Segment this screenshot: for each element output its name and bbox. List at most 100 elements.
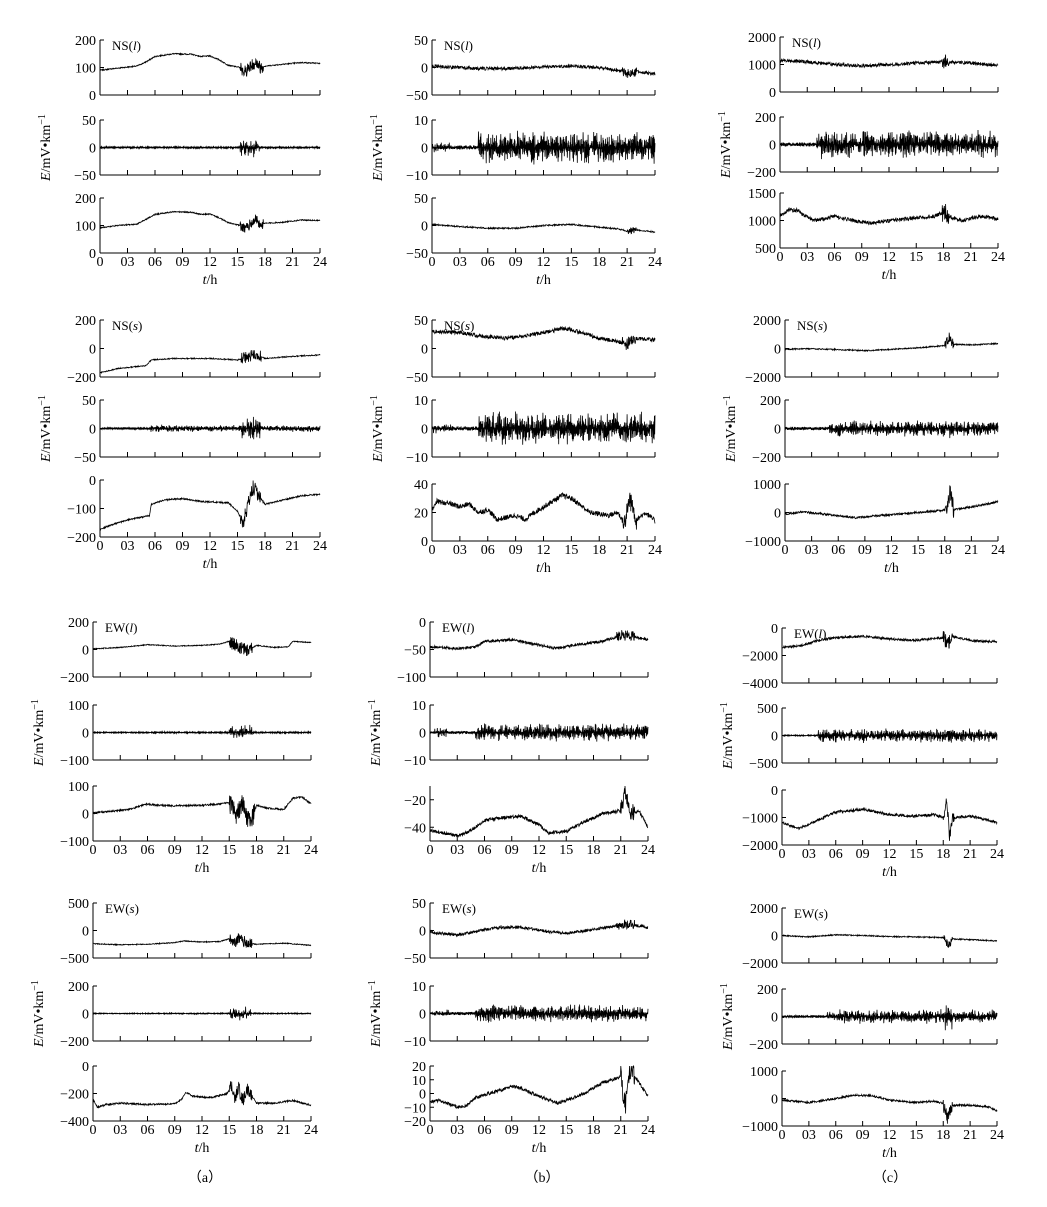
y-tick-label: 0 [89, 474, 96, 489]
y-tick-label: −2000 [745, 371, 781, 386]
series-line [99, 480, 321, 532]
panel-tag: NS(s) [112, 318, 142, 333]
x-axis-label: t/h [532, 861, 547, 876]
y-tick-label: −10 [404, 754, 426, 769]
x-axis-label: t/h [195, 861, 210, 876]
column-label-c: （c） [873, 1170, 907, 1186]
x-tick-label: 06 [478, 1123, 492, 1138]
x-tick-label: 18 [936, 1128, 950, 1143]
x-tick-label: 03 [805, 543, 819, 558]
y-tick-label: 50 [414, 192, 428, 207]
x-tick-label: 18 [937, 250, 951, 265]
x-tick-label: 03 [113, 843, 127, 858]
y-tick-label: 100 [75, 220, 96, 235]
panel-1: −100 −50 0 [397, 616, 649, 686]
y-tick-label: −100 [60, 835, 89, 850]
series-line [781, 630, 998, 649]
series-line [429, 919, 649, 938]
x-tick-label: 21 [277, 843, 291, 858]
x-axis-label: t/h [203, 557, 218, 572]
x-tick-label: 21 [286, 255, 300, 270]
series-line [431, 325, 656, 351]
y-tick-label: −20 [404, 794, 426, 809]
y-tick-label: −10 [404, 1035, 426, 1050]
panel-2: −200 0 200 [752, 394, 999, 466]
subplot-group-a-ew-s: −500 0 500 −200 0 200 −400 −200 0 EW(s) E/mV•km−1 0… [30, 897, 319, 1156]
series-line [429, 785, 649, 838]
series-line [779, 54, 999, 69]
x-tick-label: 24 [641, 843, 655, 858]
y-axis-label: E/mV•km−1 [367, 980, 385, 1048]
x-tick-label: 12 [883, 847, 897, 862]
y-tick-label: −100 [67, 503, 96, 518]
panel-3: −50 0 50 [406, 192, 656, 262]
y-tick-label: −50 [74, 169, 96, 184]
x-tick-label: 09 [856, 847, 870, 862]
y-tick-label: −200 [60, 671, 89, 686]
x-tick-label: 12 [885, 543, 899, 558]
y-tick-label: 0 [82, 925, 89, 940]
x-tick-label: 18 [938, 543, 952, 558]
y-tick-label: 200 [760, 394, 781, 409]
x-tick-label: 15 [909, 250, 923, 265]
panel-tag: EW(l) [442, 620, 475, 635]
y-tick-label: −2000 [742, 839, 778, 854]
panel-tag: NS(s) [797, 318, 827, 333]
x-tick-label: 24 [991, 250, 1005, 265]
x-tick-label: 03 [453, 543, 467, 558]
y-tick-label: 0 [421, 343, 428, 358]
series-line [92, 795, 312, 827]
series-line [429, 723, 649, 742]
x-axis-label: t/h [536, 561, 551, 576]
series-line [99, 52, 321, 78]
panel-3: −1000 0 1000 [742, 1065, 998, 1135]
series-line [779, 129, 999, 160]
panel-2: −200 0 200 [749, 983, 998, 1053]
panel-tag: NS(l) [444, 38, 473, 53]
y-tick-label: 50 [414, 34, 428, 49]
y-tick-label: 2000 [748, 31, 776, 46]
y-tick-label: 500 [755, 242, 776, 257]
y-axis-label: E/mV•km−1 [719, 983, 737, 1051]
x-tick-label: 21 [963, 847, 977, 862]
y-tick-label: 0 [89, 247, 96, 262]
y-tick-label: 50 [82, 394, 96, 409]
panel-tag: EW(s) [105, 901, 139, 916]
y-axis-label: E/mV•km−1 [722, 395, 740, 463]
x-tick-label: 24 [990, 847, 1004, 862]
series-line [431, 222, 656, 235]
x-axis-label: t/h [203, 273, 218, 288]
y-tick-label: −10 [404, 1101, 426, 1116]
y-tick-label: 200 [68, 616, 89, 631]
panel-tag: NS(l) [112, 38, 141, 53]
x-tick-label: 18 [258, 255, 272, 270]
y-tick-label: −1000 [742, 812, 778, 827]
x-tick-label: 15 [222, 1123, 236, 1138]
y-tick-label: 0 [774, 343, 781, 358]
panel-tag: EW(l) [105, 620, 138, 635]
x-tick-label: 12 [532, 1123, 546, 1138]
y-tick-label: −1000 [742, 1120, 778, 1135]
y-axis-label: E/mV•km−1 [30, 980, 48, 1048]
x-tick-label: 03 [450, 1123, 464, 1138]
y-tick-label: −50 [404, 952, 426, 967]
x-tick-label: 18 [592, 543, 606, 558]
panel-1: −2000 0 2000 [742, 902, 998, 972]
x-tick-label: 15 [564, 543, 578, 558]
y-tick-label: −200 [747, 166, 776, 181]
y-tick-label: 40 [414, 478, 428, 493]
y-tick-label: 50 [82, 114, 96, 129]
y-tick-label: 200 [755, 111, 776, 126]
y-tick-label: 0 [421, 220, 428, 235]
y-tick-label: 200 [68, 980, 89, 995]
series-line [99, 210, 321, 233]
series-line [92, 1081, 312, 1109]
x-tick-label: 18 [250, 1123, 264, 1138]
y-axis-label: E/mV•km−1 [37, 395, 55, 463]
subplot-group-c-ns-l: 0 1000 2000 −200 0 200 500 1000 1500 NS(l) E/mV•km… [717, 31, 1006, 283]
x-tick-label: 18 [592, 255, 606, 270]
panel-1: −500 0 500 [60, 897, 312, 967]
panel-tag: EW(s) [794, 906, 828, 921]
y-tick-label: 0 [82, 808, 89, 823]
